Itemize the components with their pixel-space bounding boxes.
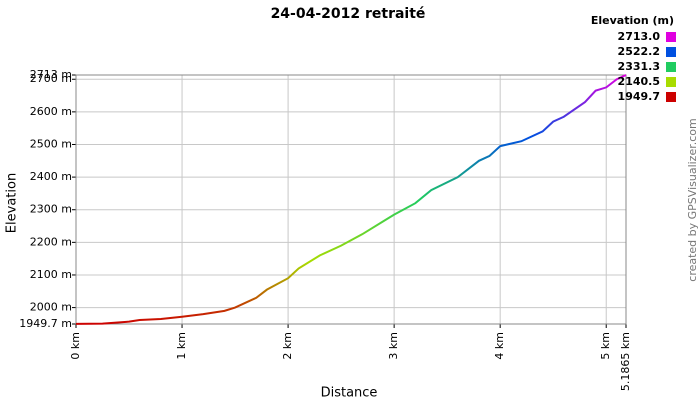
plot-frame [75, 74, 627, 325]
legend-swatch [666, 92, 676, 102]
y-tick-label: 2100 m [30, 268, 72, 281]
watermark: created by GPSVisualizer.com [686, 118, 699, 281]
legend-swatch [666, 62, 676, 72]
legend-label: 2140.5 [618, 75, 660, 88]
y-tick-label: 2400 m [30, 170, 72, 183]
legend-title: Elevation (m) [591, 14, 674, 27]
x-tick-label: 0 km [69, 332, 82, 360]
y-tick-label: 1949.7 m [19, 317, 72, 330]
y-tick-label: 2000 m [30, 301, 72, 314]
elevation-line [75, 74, 627, 325]
x-tick-label: 5 km [599, 332, 612, 360]
x-tick-label: 3 km [387, 332, 400, 360]
y-tick-label: 2700 m [30, 72, 72, 85]
legend-label: 1949.7 [618, 90, 660, 103]
chart-title: 24-04-2012 retraité [271, 6, 426, 22]
y-tick-label: 2300 m [30, 203, 72, 216]
legend-swatch [666, 32, 676, 42]
x-tick-label: 4 km [493, 332, 506, 360]
legend-swatch [666, 47, 676, 57]
y-tick-label: 2600 m [30, 105, 72, 118]
x-tick-label: 5.1865 km [619, 332, 632, 391]
y-tick-label: 2200 m [30, 235, 72, 248]
y-tick-label: 2713 m [30, 68, 72, 81]
y-tick-label: 2500 m [30, 137, 72, 150]
legend-label: 2522.2 [618, 45, 660, 58]
legend-label: 2713.0 [618, 30, 661, 43]
x-axis-label: Distance [321, 386, 378, 400]
legend-label: 2331.3 [618, 60, 660, 73]
x-tick-label: 1 km [175, 332, 188, 360]
legend-swatch [666, 77, 676, 87]
y-axis-label: Elevation [5, 173, 20, 233]
x-tick-label: 2 km [281, 332, 294, 360]
